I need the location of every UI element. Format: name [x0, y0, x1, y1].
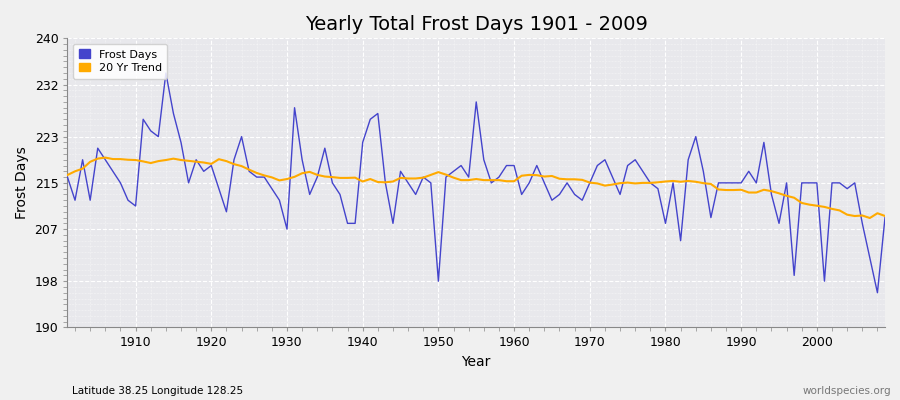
20 Yr Trend — [130, 158, 141, 162]
Frost Days — [879, 215, 890, 220]
20 Yr Trend — [879, 214, 890, 218]
20 Yr Trend — [62, 172, 73, 177]
Text: worldspecies.org: worldspecies.org — [803, 386, 891, 396]
20 Yr Trend — [297, 171, 308, 176]
Frost Days — [62, 175, 73, 180]
20 Yr Trend — [517, 173, 527, 178]
Frost Days — [160, 71, 171, 76]
Frost Days — [608, 175, 618, 180]
X-axis label: Year: Year — [462, 355, 490, 369]
20 Yr Trend — [608, 182, 618, 187]
Y-axis label: Frost Days: Frost Days — [15, 146, 29, 219]
20 Yr Trend — [865, 216, 876, 220]
Frost Days — [517, 192, 527, 197]
Frost Days — [122, 198, 133, 203]
20 Yr Trend — [508, 179, 519, 184]
Legend: Frost Days, 20 Yr Trend: Frost Days, 20 Yr Trend — [73, 44, 167, 78]
Frost Days — [342, 221, 353, 226]
Title: Yearly Total Frost Days 1901 - 2009: Yearly Total Frost Days 1901 - 2009 — [305, 15, 648, 34]
Frost Days — [508, 163, 519, 168]
Line: 20 Yr Trend: 20 Yr Trend — [68, 158, 885, 218]
20 Yr Trend — [342, 176, 353, 180]
Frost Days — [297, 157, 308, 162]
Frost Days — [872, 290, 883, 295]
Text: Latitude 38.25 Longitude 128.25: Latitude 38.25 Longitude 128.25 — [72, 386, 243, 396]
Line: Frost Days: Frost Days — [68, 73, 885, 293]
20 Yr Trend — [100, 155, 111, 160]
